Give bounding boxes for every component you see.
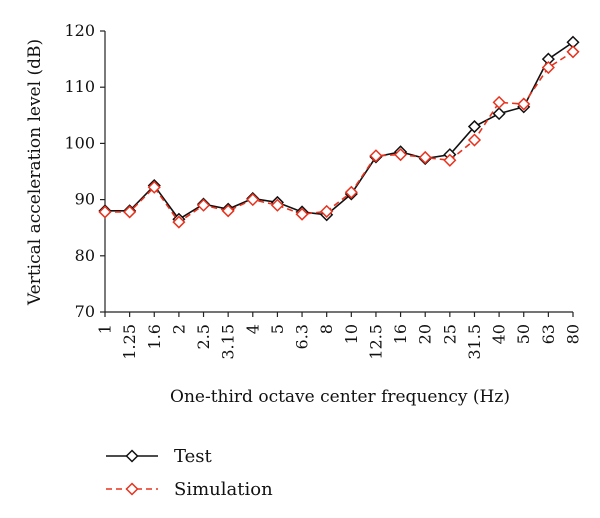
legend-marker — [125, 449, 139, 463]
data-point — [147, 180, 161, 194]
x-tick-label: 1.6 — [145, 324, 164, 349]
y-tick-label: 90 — [75, 190, 95, 209]
data-point — [492, 95, 506, 109]
x-tick-label: 4 — [243, 324, 262, 334]
series-line — [105, 51, 574, 224]
series-test — [98, 35, 580, 226]
data-point — [517, 97, 531, 111]
x-tick-label: 63 — [539, 324, 558, 344]
data-point — [541, 60, 555, 75]
x-tick-label: 50 — [514, 324, 533, 344]
legend-item: Test — [106, 446, 212, 467]
y-tick-label: 100 — [64, 133, 95, 152]
x-tick-label: 2 — [169, 324, 188, 334]
y-tick-label: 80 — [75, 246, 95, 265]
data-point — [344, 185, 358, 199]
data-point — [98, 205, 112, 219]
x-axis-title: One-third octave center frequency (Hz) — [170, 387, 510, 407]
data-point — [196, 198, 211, 212]
x-axis: 1 1.25 1.6 2 2.5 3.15 4 5 6.3 8 10 12.5 16 20 25 31.5 40… — [96, 311, 583, 360]
data-point — [566, 45, 580, 59]
data-point — [492, 107, 506, 121]
legend-marker — [125, 482, 139, 496]
series-line — [105, 41, 574, 221]
x-tick-label: 16 — [391, 324, 410, 344]
x-tick-label: 10 — [342, 324, 361, 344]
x-tick-label: 40 — [490, 324, 509, 344]
y-axis: 70 80 90 100 110 120 — [64, 21, 106, 321]
x-tick-label: 80 — [564, 324, 583, 344]
legend: Test Simulation — [106, 446, 273, 500]
data-point — [394, 148, 408, 162]
x-tick-label: 31.5 — [465, 324, 484, 360]
data-point — [320, 204, 334, 218]
data-point — [123, 205, 137, 219]
legend-item: Simulation — [106, 479, 273, 500]
x-tick-label: 8 — [317, 324, 336, 334]
x-tick-label: 2.5 — [194, 324, 213, 349]
data-point — [295, 207, 309, 221]
data-point — [172, 215, 186, 229]
y-axis-title: Vertical acceleration level (dB) — [25, 39, 45, 306]
data-point — [467, 119, 482, 134]
series-layer — [98, 35, 580, 229]
x-tick-label: 25 — [440, 324, 459, 344]
legend-label: Simulation — [174, 479, 273, 500]
data-point — [369, 149, 383, 163]
x-tick-label: 12.5 — [366, 324, 385, 360]
data-point — [221, 204, 235, 218]
data-point — [270, 198, 284, 212]
x-tick-label: 3.15 — [219, 324, 238, 360]
y-tick-label: 110 — [64, 77, 95, 96]
x-tick-label: 20 — [416, 324, 435, 344]
data-point — [467, 133, 482, 147]
legend-label: Test — [174, 446, 212, 467]
data-point — [418, 150, 432, 165]
x-tick-label: 6.3 — [293, 324, 312, 349]
series-simulation — [98, 45, 580, 229]
data-point — [246, 193, 260, 207]
y-tick-label: 70 — [75, 302, 95, 321]
x-tick-label: 1.25 — [120, 324, 139, 360]
data-point — [443, 153, 457, 167]
y-tick-label: 120 — [64, 21, 95, 40]
x-tick-label: 5 — [268, 324, 287, 334]
x-tick-label: 1 — [96, 324, 115, 334]
